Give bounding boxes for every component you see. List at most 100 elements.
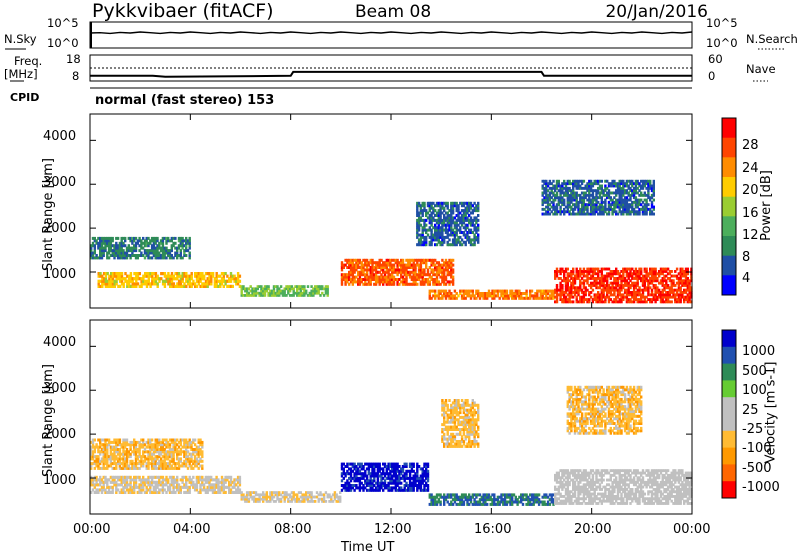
echo-cell [558,180,560,183]
echo-cell [142,439,144,442]
echo-cell [592,289,594,292]
echo-cell [201,450,203,453]
echo-cell [572,300,574,303]
echo-cell [189,237,191,240]
echo-cell [653,213,655,216]
colorbar-segment [722,236,736,256]
echo-cell [305,290,307,293]
echo-cell [649,180,651,183]
echo-cell [239,275,241,278]
echo-cell [561,284,563,287]
echo-cell [583,180,585,183]
echo-cell [567,268,569,271]
echo-cell [672,279,674,282]
colorbar-segment [722,157,736,177]
echo-cell [201,465,203,468]
echo-cell [556,284,558,287]
echo-cell [185,254,187,257]
echo-cell [112,237,114,240]
echo-cell [601,185,603,188]
echo-cell [434,290,436,293]
echo-cell [447,202,449,205]
colorbar-segment [722,216,736,236]
echo-cell [126,439,128,442]
echo-cell [687,268,689,271]
echo-cell [572,268,574,271]
echo-cell [477,234,479,237]
echo-cell [653,180,655,183]
echo-cell [130,272,132,275]
echo-cell [653,206,655,209]
echo-cell [174,242,176,245]
echo-cell [452,264,454,267]
echo-cell [339,496,341,499]
echo-cell [472,290,474,293]
echo-cell [416,283,418,286]
echo-cell [201,460,203,463]
echo-cell [477,202,479,205]
echo-cell [124,237,126,240]
echo-cell [425,224,427,227]
echo-cell [654,268,656,271]
echo-cell [266,491,268,494]
echo-cell [191,272,193,275]
echo-cell [239,476,241,479]
echo-cell [232,285,234,288]
echo-cell [327,285,329,288]
echo-cell [121,272,123,275]
echo-cell [531,290,533,293]
noise-panel-frame [90,22,692,48]
echo-cell [448,238,450,241]
colorbar-segment [722,275,736,295]
echo-cell [192,476,194,479]
echo-cell [239,280,241,283]
echo-cell [477,224,479,227]
echo-cell [189,252,191,255]
echo-cell [307,285,309,288]
echo-cell [119,439,121,442]
echo-cell [156,237,158,240]
freq-trace [90,72,692,77]
echo-cell [94,439,96,442]
echo-cell [314,500,316,503]
echo-cell [174,237,176,240]
colorbar-segment [722,118,736,138]
velocity-plot-frame [90,320,692,514]
echo-cell [151,439,153,442]
echo-cell [180,457,182,460]
echo-cell [310,491,312,494]
echo-cell [477,214,479,217]
echo-cell [280,285,282,288]
echo-cell [267,285,269,288]
echo-cell [563,199,565,202]
echo-cell [477,219,479,222]
echo-cell [647,203,649,206]
echo-cell [506,290,508,293]
echo-cell [325,500,327,503]
echo-cell [224,491,226,494]
echo-cell [117,237,119,240]
nsky-trace [90,32,692,33]
echo-cell [303,285,305,288]
echo-cell [201,441,203,444]
echo-cell [423,202,425,205]
echo-cell [176,476,178,479]
echo-cell [676,268,678,271]
colorbar-segment [722,197,736,217]
colorbar-segment [722,256,736,276]
colorbar-segment [722,138,736,158]
echo-cell [452,268,454,271]
echo-cell [653,199,655,202]
echo-cell [525,290,527,293]
echo-cell [671,300,673,303]
echo-cell [452,259,454,262]
colorbar-segment [722,177,736,197]
echo-cell [671,270,673,273]
echo-cell [452,276,454,279]
echo-cell [230,476,232,479]
echo-cell [601,180,603,183]
echo-cell [212,272,214,275]
echo-cell [239,488,241,491]
echo-cell [645,268,647,271]
